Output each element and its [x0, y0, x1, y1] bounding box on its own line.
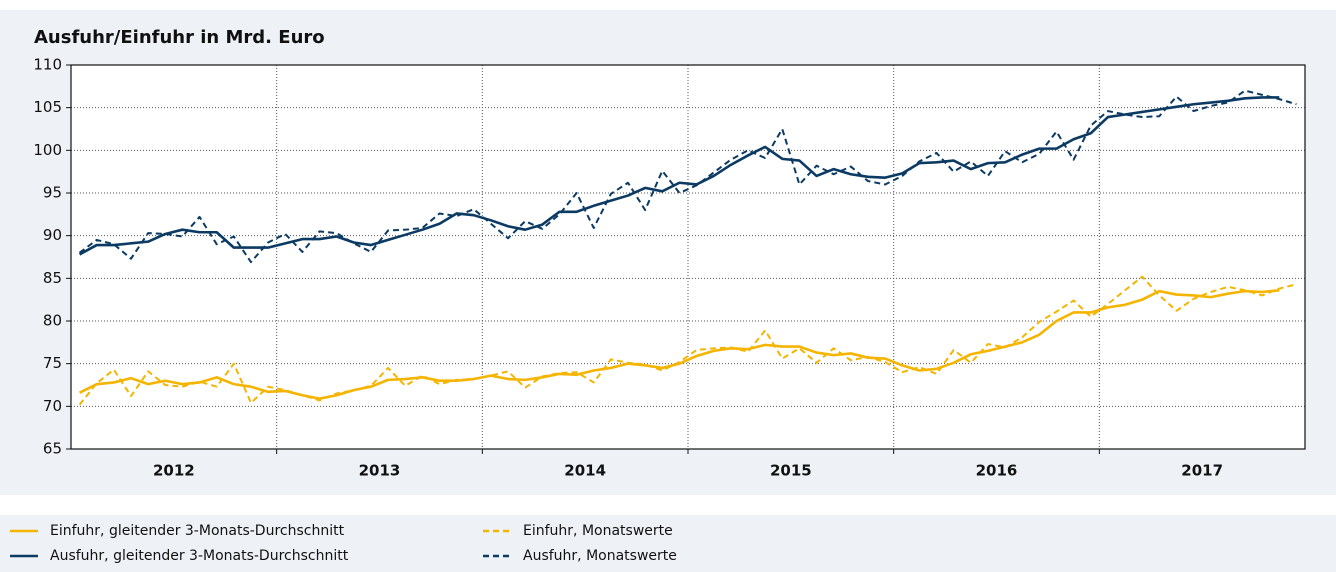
y-tick-label: 90 — [43, 226, 62, 244]
series-line — [78, 96, 1280, 256]
x-tick-label: 2015 — [770, 462, 812, 480]
y-tick-label: 85 — [43, 269, 62, 287]
y-tick-label: 100 — [33, 141, 62, 159]
legend-panel — [0, 515, 1336, 572]
y-tick-label: 75 — [43, 354, 62, 372]
y-tick-label: 65 — [43, 440, 62, 458]
y-tick-label: 95 — [43, 184, 62, 202]
series-line — [78, 89, 1297, 264]
legend-label: Ausfuhr, Monatswerte — [523, 548, 677, 564]
y-tick-label: 105 — [33, 98, 62, 116]
x-tick-label: 2012 — [153, 462, 195, 480]
legend-label: Einfuhr, gleitender 3-Monats-Durchschnit… — [50, 523, 345, 539]
legend-label: Einfuhr, Monatswerte — [523, 523, 673, 539]
legend-label: Ausfuhr, gleitender 3-Monats-Durchschnit… — [50, 548, 349, 564]
y-tick-label: 80 — [43, 312, 62, 330]
y-tick-label: 110 — [33, 56, 62, 74]
series-line — [78, 288, 1280, 400]
y-tick-label: 70 — [43, 397, 62, 415]
x-tick-label: 2016 — [976, 462, 1018, 480]
chart-title: Ausfuhr/Einfuhr in Mrd. Euro — [34, 27, 325, 48]
x-tick-label: 2017 — [1181, 462, 1223, 480]
series-line — [78, 275, 1297, 406]
x-tick-label: 2013 — [359, 462, 401, 480]
x-tick-label: 2014 — [564, 462, 606, 480]
